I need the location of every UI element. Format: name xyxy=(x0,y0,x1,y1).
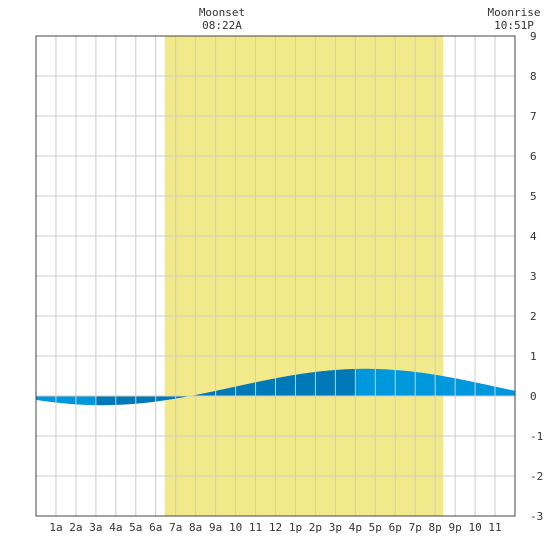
x-tick-label: 3a xyxy=(89,521,102,534)
y-tick-label: 7 xyxy=(530,110,537,123)
x-tick-label: 3p xyxy=(329,521,342,534)
tide-segment-22 xyxy=(475,382,496,396)
y-tick-label: 1 xyxy=(530,350,537,363)
y-tick-label: 8 xyxy=(530,70,537,83)
x-tick-label: 8a xyxy=(189,521,202,534)
y-tick-label: -2 xyxy=(530,470,543,483)
x-tick-label: 1p xyxy=(289,521,302,534)
x-tick-label: 1a xyxy=(49,521,62,534)
x-tick-label: 4p xyxy=(349,521,362,534)
x-tick-label: 6p xyxy=(389,521,402,534)
x-tick-label: 10 xyxy=(468,521,481,534)
y-tick-label: -3 xyxy=(530,510,543,523)
moonrise-label: Moonrise xyxy=(488,6,541,19)
x-tick-label: 8p xyxy=(429,521,442,534)
tide-segment-2 xyxy=(75,396,96,406)
tide-segment-11 xyxy=(255,378,276,396)
y-tick-label: 9 xyxy=(530,30,537,43)
x-tick-label: 5p xyxy=(369,521,382,534)
tide-segment-23 xyxy=(495,386,515,396)
x-tick-label: 11 xyxy=(249,521,262,534)
y-axis-ticks: -3 -2 -1 0 1 2 3 4 5 6 7 8 9 xyxy=(530,30,543,523)
x-tick-label: 5a xyxy=(129,521,142,534)
tide-segment-16 xyxy=(355,368,376,396)
y-tick-label: 6 xyxy=(530,150,537,163)
plot-frame xyxy=(35,35,516,517)
y-tick-label: -1 xyxy=(530,430,543,443)
moonset-label: Moonset xyxy=(199,6,245,19)
x-tick-label: 4a xyxy=(109,521,122,534)
x-tick-label: 7p xyxy=(409,521,422,534)
tide-segment-19 xyxy=(415,371,436,396)
tide-segment-8 xyxy=(195,390,216,396)
x-axis-ticks: 1a 2a 3a 4a 5a 6a 7a 8a 9a 10 11 12 1p 2p 3p 4p 5p 6p 7p 8p… xyxy=(49,521,501,534)
y-tick-label: 5 xyxy=(530,190,537,203)
tide-segment-7 xyxy=(175,394,196,399)
x-tick-label: 9p xyxy=(449,521,462,534)
tide-segment-17 xyxy=(375,368,396,396)
tide-segment-1 xyxy=(55,396,76,405)
y-tick-label: 2 xyxy=(530,310,537,323)
y-tick-label: 0 xyxy=(530,390,537,403)
moonset-time: 08:22A xyxy=(202,19,242,32)
x-tick-label: 10 xyxy=(229,521,242,534)
tide-segment-14 xyxy=(315,369,336,396)
x-tick-label: 9a xyxy=(209,521,222,534)
tide-segment-0 xyxy=(36,396,56,403)
x-tick-label: 11 xyxy=(488,521,501,534)
tide-segment-6 xyxy=(155,396,176,402)
tide-segment-13 xyxy=(295,371,316,396)
tide-segment-5 xyxy=(135,396,156,404)
x-tick-label: 6a xyxy=(149,521,162,534)
moonrise-time: 10:51P xyxy=(494,19,534,32)
x-tick-label: 7a xyxy=(169,521,182,534)
tide-segment-4 xyxy=(115,396,136,405)
tide-segment-3 xyxy=(95,396,116,406)
tide-segment-10 xyxy=(235,382,256,396)
x-tick-label: 2a xyxy=(69,521,82,534)
tide-segment-20 xyxy=(435,374,456,396)
tide-segment-12 xyxy=(275,374,296,396)
tide-segment-9 xyxy=(215,386,236,396)
grid-lines xyxy=(36,36,515,516)
y-tick-label: 4 xyxy=(530,230,537,243)
tide-area-layer xyxy=(36,368,515,406)
tide-segment-15 xyxy=(335,368,356,396)
y-tick-label: 3 xyxy=(530,270,537,283)
tide-segment-18 xyxy=(395,369,416,396)
tide-segment-21 xyxy=(455,378,476,396)
x-tick-label: 12 xyxy=(269,521,282,534)
x-tick-label: 2p xyxy=(309,521,322,534)
